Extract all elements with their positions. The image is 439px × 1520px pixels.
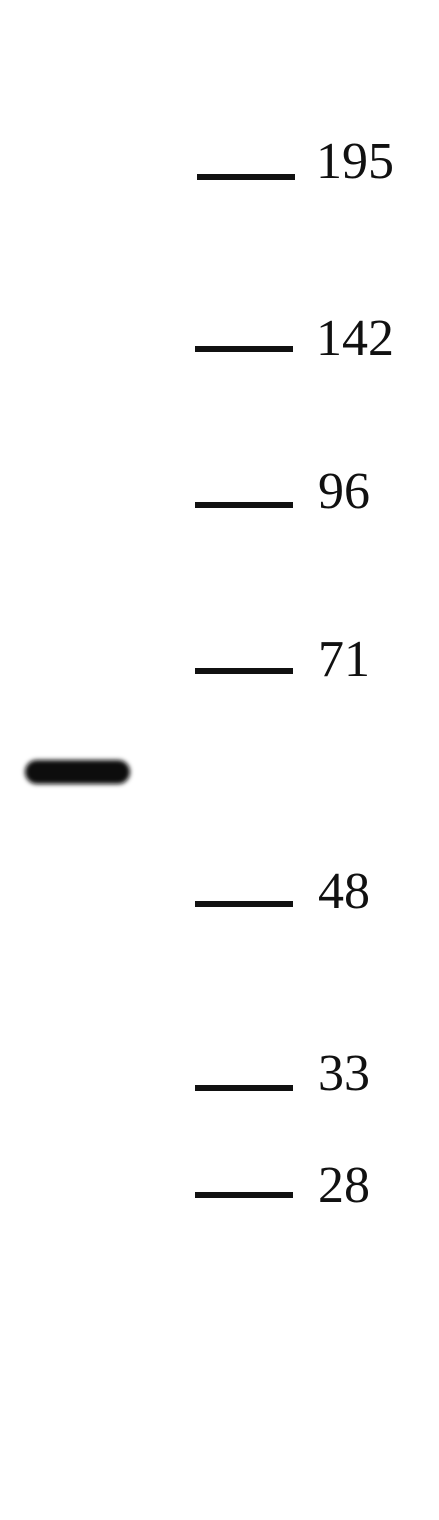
- marker: 96: [195, 463, 370, 520]
- marker-label: 71: [318, 631, 370, 688]
- marker: 48: [195, 863, 370, 920]
- marker-label: 33: [318, 1045, 370, 1102]
- marker: 28: [195, 1157, 370, 1214]
- marker-label: 96: [318, 463, 370, 520]
- protein-band: [25, 760, 130, 784]
- marker-label: 48: [318, 863, 370, 920]
- marker-label: 195: [316, 133, 394, 190]
- marker-label: 28: [318, 1157, 370, 1214]
- marker-label: 142: [316, 310, 394, 367]
- marker: 33: [195, 1045, 370, 1102]
- marker: 71: [195, 631, 370, 688]
- marker: 142: [195, 310, 394, 367]
- marker: 195: [197, 133, 394, 190]
